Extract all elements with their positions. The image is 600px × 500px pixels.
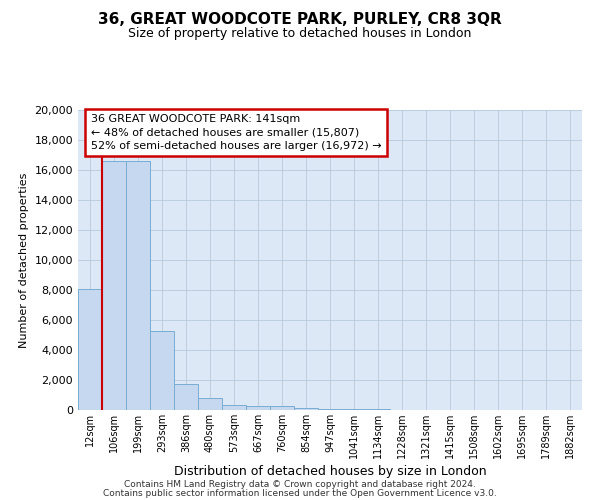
- Text: Contains HM Land Registry data © Crown copyright and database right 2024.: Contains HM Land Registry data © Crown c…: [124, 480, 476, 489]
- Bar: [198, 398, 222, 410]
- Text: 36, GREAT WOODCOTE PARK, PURLEY, CR8 3QR: 36, GREAT WOODCOTE PARK, PURLEY, CR8 3QR: [98, 12, 502, 28]
- Bar: [150, 330, 174, 410]
- Text: Distribution of detached houses by size in London: Distribution of detached houses by size …: [173, 464, 487, 477]
- Y-axis label: Number of detached properties: Number of detached properties: [19, 172, 29, 348]
- Bar: [246, 406, 270, 410]
- Text: Size of property relative to detached houses in London: Size of property relative to detached ho…: [128, 28, 472, 40]
- Bar: [270, 406, 294, 410]
- Text: 36 GREAT WOODCOTE PARK: 141sqm
← 48% of detached houses are smaller (15,807)
52%: 36 GREAT WOODCOTE PARK: 141sqm ← 48% of …: [91, 114, 381, 151]
- Bar: [318, 409, 342, 410]
- Bar: [294, 408, 318, 410]
- Bar: [174, 384, 198, 410]
- Text: Contains public sector information licensed under the Open Government Licence v3: Contains public sector information licen…: [103, 488, 497, 498]
- Bar: [78, 288, 102, 410]
- Bar: [222, 405, 246, 410]
- Bar: [342, 409, 366, 410]
- Bar: [126, 161, 150, 410]
- Bar: [102, 161, 126, 410]
